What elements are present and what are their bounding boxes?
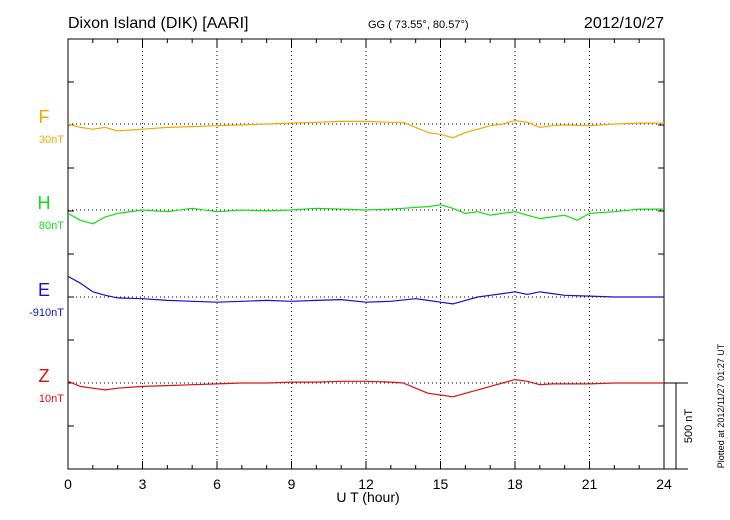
x-tick-label: 3 [139, 476, 147, 492]
x-tick-label: 6 [213, 476, 221, 492]
series-baseline-h: 80nT [39, 220, 64, 232]
coordinates-label: GG ( 73.55°, 80.57°) [368, 19, 469, 31]
x-tick-label: 9 [288, 476, 296, 492]
series-line-h [67, 204, 664, 225]
x-tick-label: 24 [656, 476, 672, 492]
x-tick-label: 12 [358, 476, 374, 492]
series-baseline-f: 30nT [39, 134, 64, 146]
date-label: 2012/10/27 [584, 15, 664, 32]
axis-ticks: 0 3 6 9 12 15 18 21 24 [64, 39, 672, 492]
series-baseline-e: -910nT [29, 307, 64, 319]
scale-bar-label: 500 nT [683, 409, 695, 444]
grid [68, 39, 664, 469]
x-tick-label: 18 [507, 476, 523, 492]
series-line-f [67, 119, 664, 139]
series-line-z [67, 379, 664, 398]
series-name-h: H [38, 193, 51, 213]
x-tick-label: 15 [433, 476, 449, 492]
series-baseline-z: 10nT [39, 393, 64, 405]
x-tick-label: 0 [64, 476, 72, 492]
station-title: Dixon Island (DIK) [AARI] [68, 15, 249, 32]
series-name-z: Z [39, 366, 50, 386]
series-labels: F 30nT H 80nT E -910nT Z 10nT [29, 107, 64, 405]
scale-bar: 500 nT [664, 382, 695, 470]
series-lines [67, 119, 664, 398]
series-line-e [67, 275, 664, 305]
x-tick-label: 21 [582, 476, 598, 492]
x-axis-title: U T (hour) [336, 489, 399, 505]
plotted-note: Plotted at 2012/11/27 01:27 UT [716, 343, 726, 468]
series-name-e: E [38, 280, 50, 300]
series-name-f: F [39, 107, 50, 127]
